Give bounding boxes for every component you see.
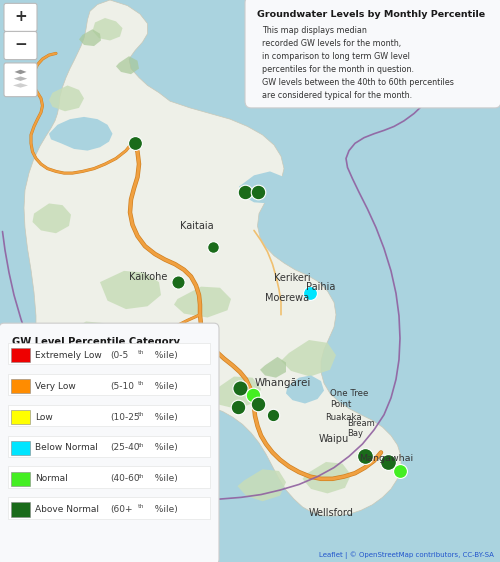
Polygon shape — [209, 377, 261, 409]
Point — [361, 452, 369, 461]
Polygon shape — [174, 287, 231, 318]
FancyBboxPatch shape — [4, 31, 37, 60]
Point — [241, 188, 249, 197]
Polygon shape — [14, 76, 27, 81]
Text: Moerewa: Moerewa — [265, 293, 309, 303]
FancyBboxPatch shape — [11, 379, 30, 393]
Polygon shape — [302, 462, 351, 493]
Text: Below Normal: Below Normal — [35, 443, 98, 452]
Polygon shape — [116, 56, 139, 74]
Point — [131, 139, 139, 148]
Text: Wellsford: Wellsford — [309, 507, 354, 518]
Text: Mangawhai: Mangawhai — [359, 454, 413, 463]
Text: (40-60: (40-60 — [110, 474, 140, 483]
Text: th: th — [138, 381, 144, 386]
Point — [208, 243, 216, 252]
Polygon shape — [79, 29, 101, 46]
Text: Kaitaia: Kaitaia — [180, 221, 214, 231]
FancyBboxPatch shape — [8, 405, 210, 426]
Point — [174, 278, 182, 287]
Polygon shape — [49, 85, 84, 111]
Point — [268, 410, 276, 419]
Polygon shape — [239, 171, 289, 203]
Text: th: th — [138, 505, 144, 509]
Polygon shape — [136, 343, 189, 375]
Polygon shape — [68, 443, 117, 475]
FancyBboxPatch shape — [11, 472, 30, 486]
Text: %ile): %ile) — [149, 413, 178, 422]
Text: Kerikeri: Kerikeri — [274, 273, 310, 283]
Text: (10-25: (10-25 — [110, 413, 140, 422]
Text: %ile): %ile) — [149, 382, 178, 391]
Polygon shape — [31, 428, 79, 471]
Text: Dargaville: Dargaville — [88, 374, 137, 384]
Text: %ile): %ile) — [149, 505, 178, 514]
Text: Ruakaka: Ruakaka — [325, 413, 362, 422]
Polygon shape — [92, 18, 122, 40]
FancyBboxPatch shape — [245, 0, 500, 108]
Point — [236, 383, 244, 392]
Point — [306, 289, 314, 298]
Text: th: th — [138, 412, 144, 416]
Text: (5-10: (5-10 — [110, 382, 134, 391]
Text: (25-40: (25-40 — [110, 443, 140, 452]
Text: GW Level Percentile Category: GW Level Percentile Category — [12, 337, 179, 347]
Text: Groundwater Levels by Monthly Percentile: Groundwater Levels by Monthly Percentile — [257, 10, 485, 19]
Polygon shape — [238, 469, 286, 501]
Text: −: − — [14, 38, 27, 52]
Text: Leaflet | © OpenStreetMap contributors, CC-BY-SA: Leaflet | © OpenStreetMap contributors, … — [319, 551, 494, 559]
Polygon shape — [286, 375, 324, 404]
Polygon shape — [281, 340, 336, 377]
Text: Very Low: Very Low — [35, 382, 76, 391]
FancyBboxPatch shape — [11, 441, 30, 455]
Polygon shape — [49, 117, 112, 151]
Polygon shape — [14, 70, 26, 74]
FancyBboxPatch shape — [8, 466, 210, 488]
Text: This map displays median
recorded GW levels for the month,
in comparison to long: This map displays median recorded GW lev… — [262, 26, 454, 99]
Polygon shape — [32, 203, 71, 233]
Text: Extremely Low: Extremely Low — [35, 351, 102, 360]
Polygon shape — [100, 271, 161, 309]
Text: th: th — [138, 350, 144, 355]
Text: +: + — [14, 10, 27, 24]
Point — [191, 356, 199, 365]
FancyBboxPatch shape — [4, 63, 37, 97]
Text: Whangārei: Whangārei — [255, 378, 312, 388]
Polygon shape — [13, 83, 28, 88]
Text: %ile): %ile) — [149, 474, 178, 483]
Text: Kaïkohe: Kaïkohe — [129, 271, 168, 282]
FancyBboxPatch shape — [4, 3, 37, 31]
Text: %ile): %ile) — [149, 351, 178, 360]
Polygon shape — [20, 0, 401, 529]
Polygon shape — [260, 357, 286, 378]
Text: Paihia: Paihia — [306, 282, 336, 292]
Text: (0-5: (0-5 — [110, 351, 128, 360]
Point — [254, 399, 262, 408]
FancyBboxPatch shape — [0, 323, 219, 562]
Polygon shape — [64, 321, 114, 354]
Text: (60+: (60+ — [110, 505, 132, 514]
FancyBboxPatch shape — [11, 502, 30, 517]
Text: Above Normal: Above Normal — [35, 505, 99, 514]
Polygon shape — [164, 69, 200, 93]
Text: Low: Low — [35, 413, 53, 422]
FancyBboxPatch shape — [8, 374, 210, 395]
Point — [384, 457, 392, 466]
FancyBboxPatch shape — [8, 497, 210, 519]
Point — [234, 403, 241, 412]
Text: th: th — [138, 443, 144, 447]
Text: One Tree
Point: One Tree Point — [330, 389, 368, 409]
Point — [254, 188, 262, 197]
Text: %ile): %ile) — [149, 443, 178, 452]
Text: Bream
Bay: Bream Bay — [348, 419, 375, 438]
Text: Waipu: Waipu — [319, 434, 349, 445]
FancyBboxPatch shape — [11, 348, 30, 362]
Text: th: th — [138, 474, 144, 478]
FancyBboxPatch shape — [8, 436, 210, 457]
Point — [396, 466, 404, 475]
FancyBboxPatch shape — [8, 343, 210, 364]
FancyBboxPatch shape — [11, 410, 30, 424]
Point — [248, 390, 256, 399]
Text: Normal: Normal — [35, 474, 68, 483]
